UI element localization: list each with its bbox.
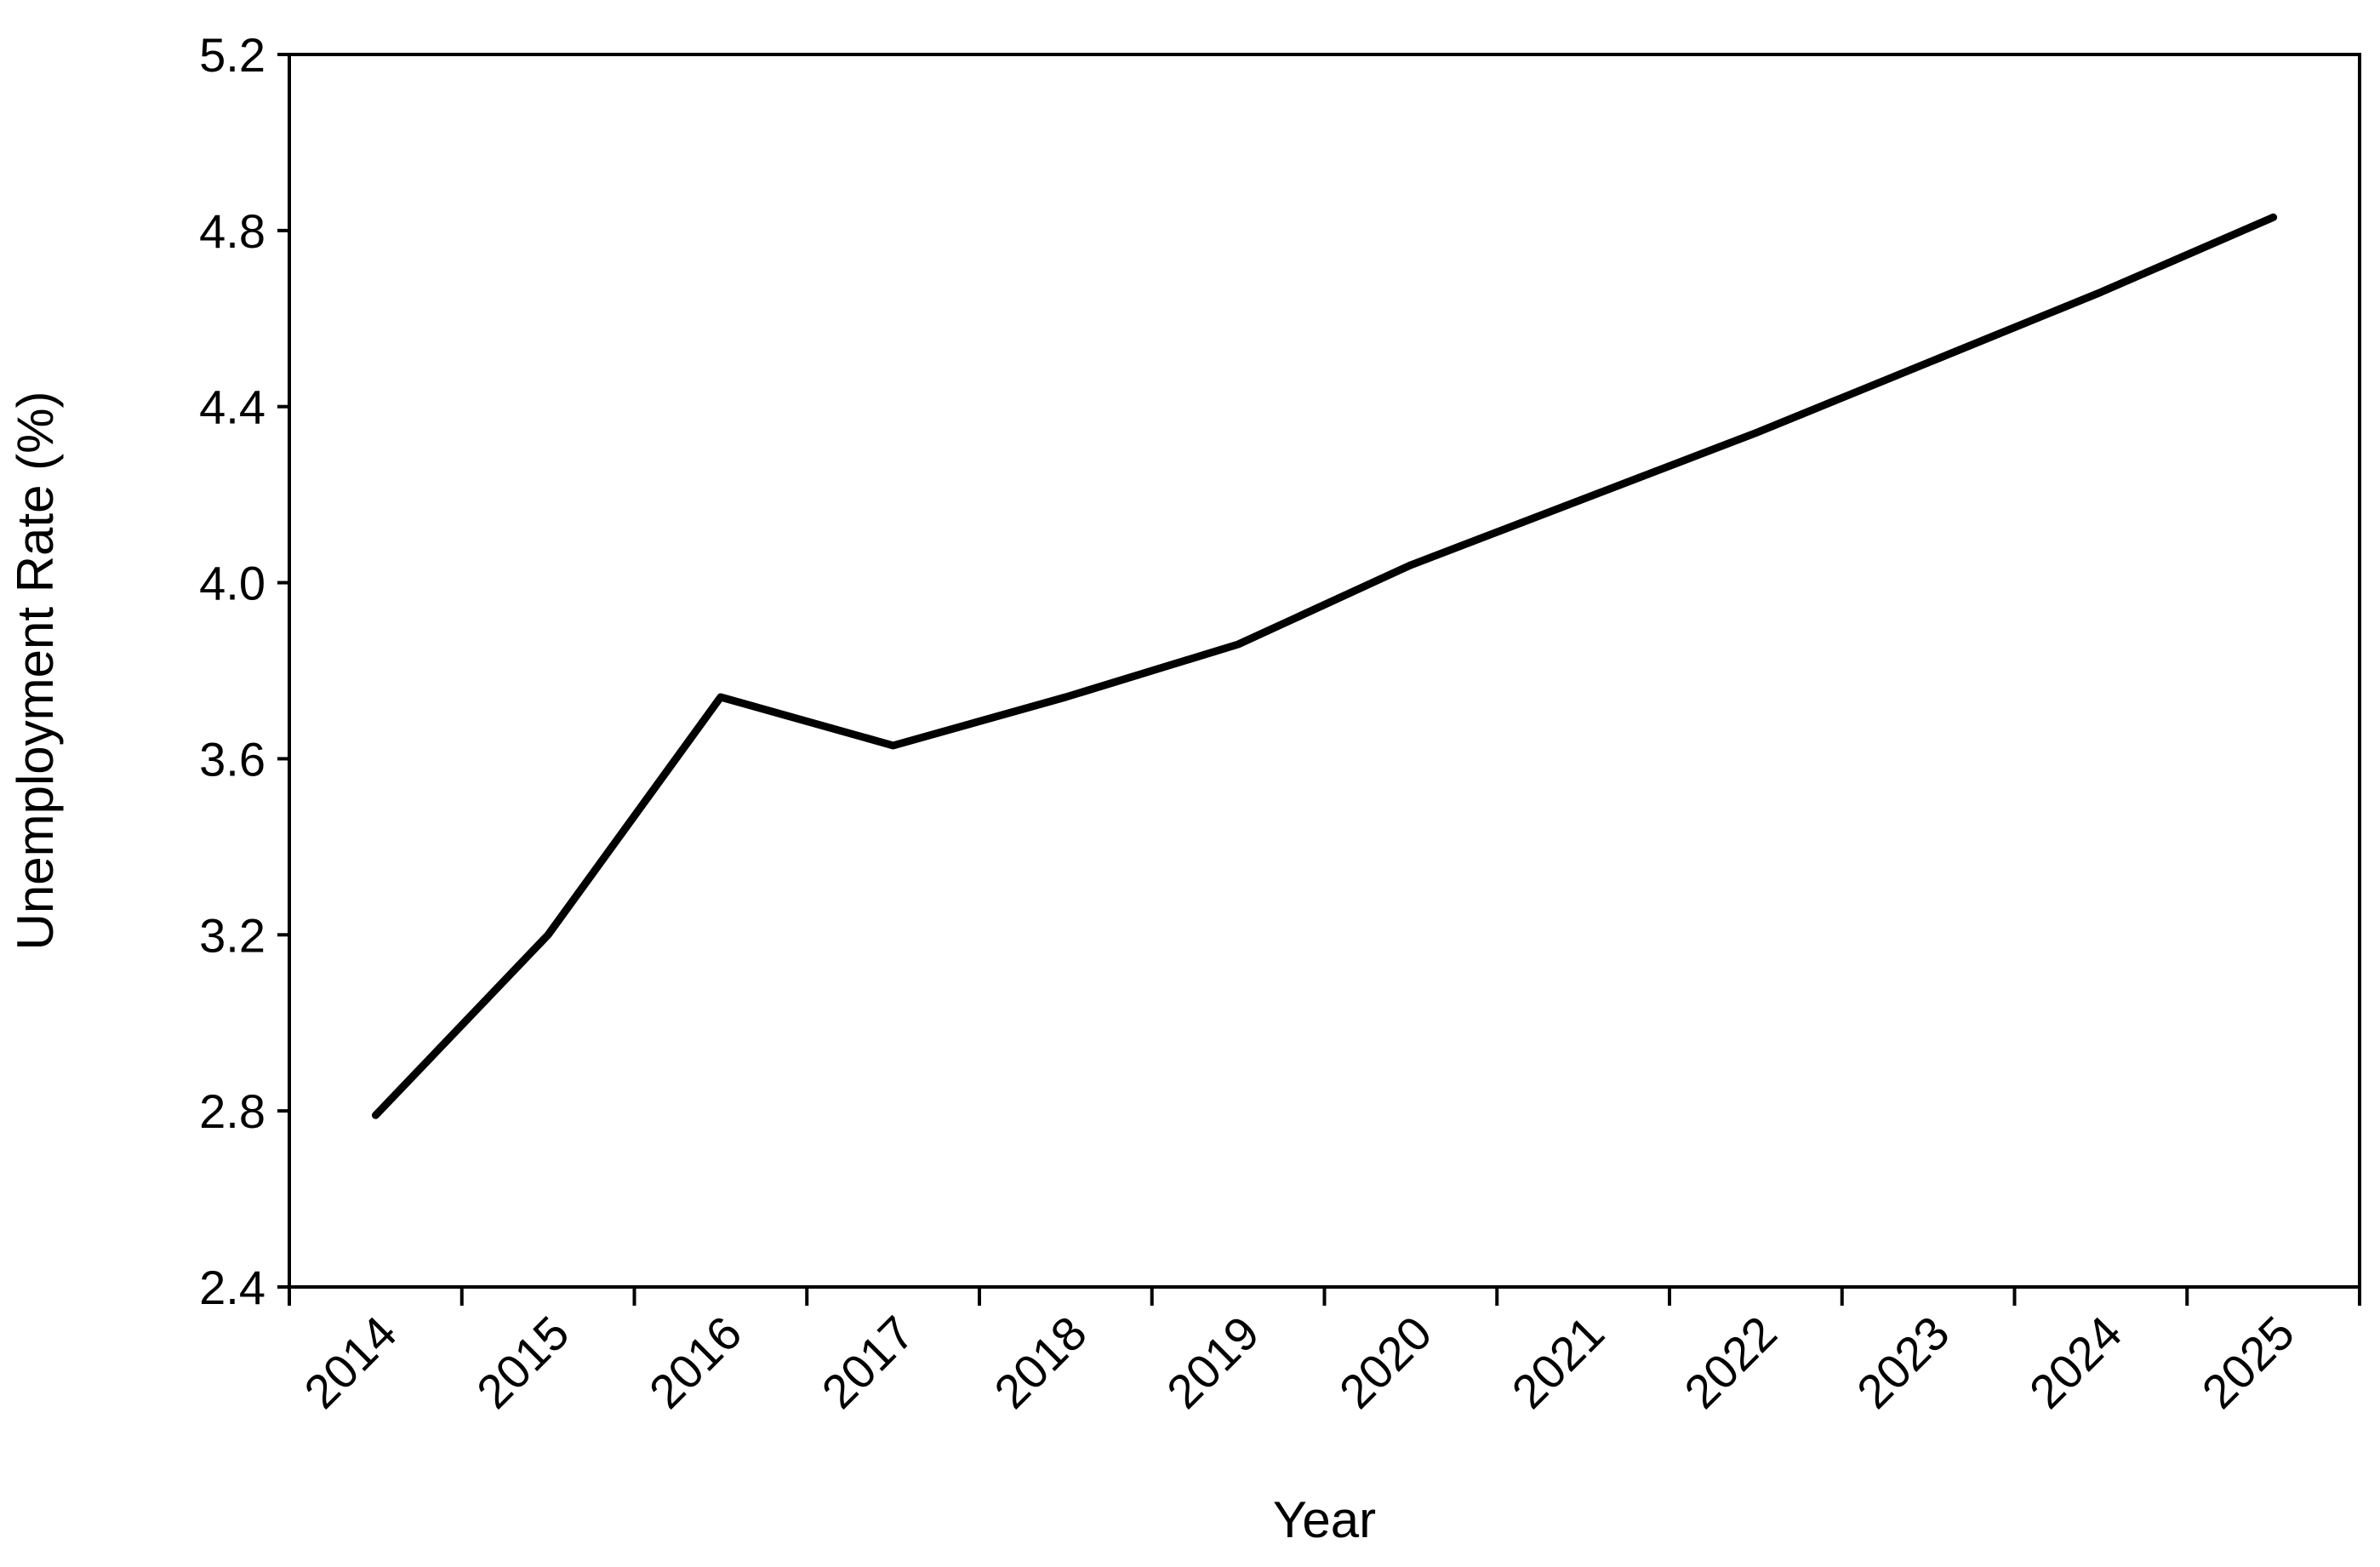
x-tick-label: 2017 [811, 1306, 924, 1419]
y-axis-title: Unemployment Rate (%) [7, 392, 64, 951]
x-axis: 2014 2015 2016 2017 2018 2019 2020 2021 2022 2023… [288, 1287, 2361, 1419]
x-tick-label: 2016 [639, 1306, 752, 1419]
plot-frame [288, 53, 2361, 1289]
x-tick-label: 2025 [2191, 1306, 2304, 1419]
x-axis-title: Year [1273, 1491, 1376, 1548]
y-tick-label: 3.6 [199, 732, 265, 786]
y-tick-label: 4.0 [199, 557, 265, 610]
x-tick-label: 2021 [1501, 1306, 1614, 1419]
x-tick-label: 2015 [466, 1306, 579, 1419]
y-tick-label: 3.2 [199, 908, 265, 962]
y-tick-label: 2.4 [199, 1261, 265, 1314]
y-axis: 2.4 2.8 3.2 3.6 4.0 4.4 4.8 5.2 [199, 28, 289, 1314]
x-tick-label: 2014 [294, 1306, 407, 1419]
x-tick-label: 2018 [984, 1306, 1097, 1419]
y-tick-label: 5.2 [199, 28, 265, 82]
x-tick-label: 2022 [1674, 1306, 1787, 1419]
y-tick-label: 4.4 [199, 380, 265, 434]
y-tick-label: 4.8 [199, 204, 265, 258]
y-tick-label: 2.8 [199, 1084, 265, 1138]
x-tick-label: 2023 [1846, 1306, 1960, 1419]
series-line [371, 213, 2278, 1119]
x-tick-label: 2024 [2019, 1306, 2132, 1419]
x-tick-label: 2020 [1329, 1306, 1442, 1419]
x-tick-label: 2019 [1156, 1306, 1270, 1419]
